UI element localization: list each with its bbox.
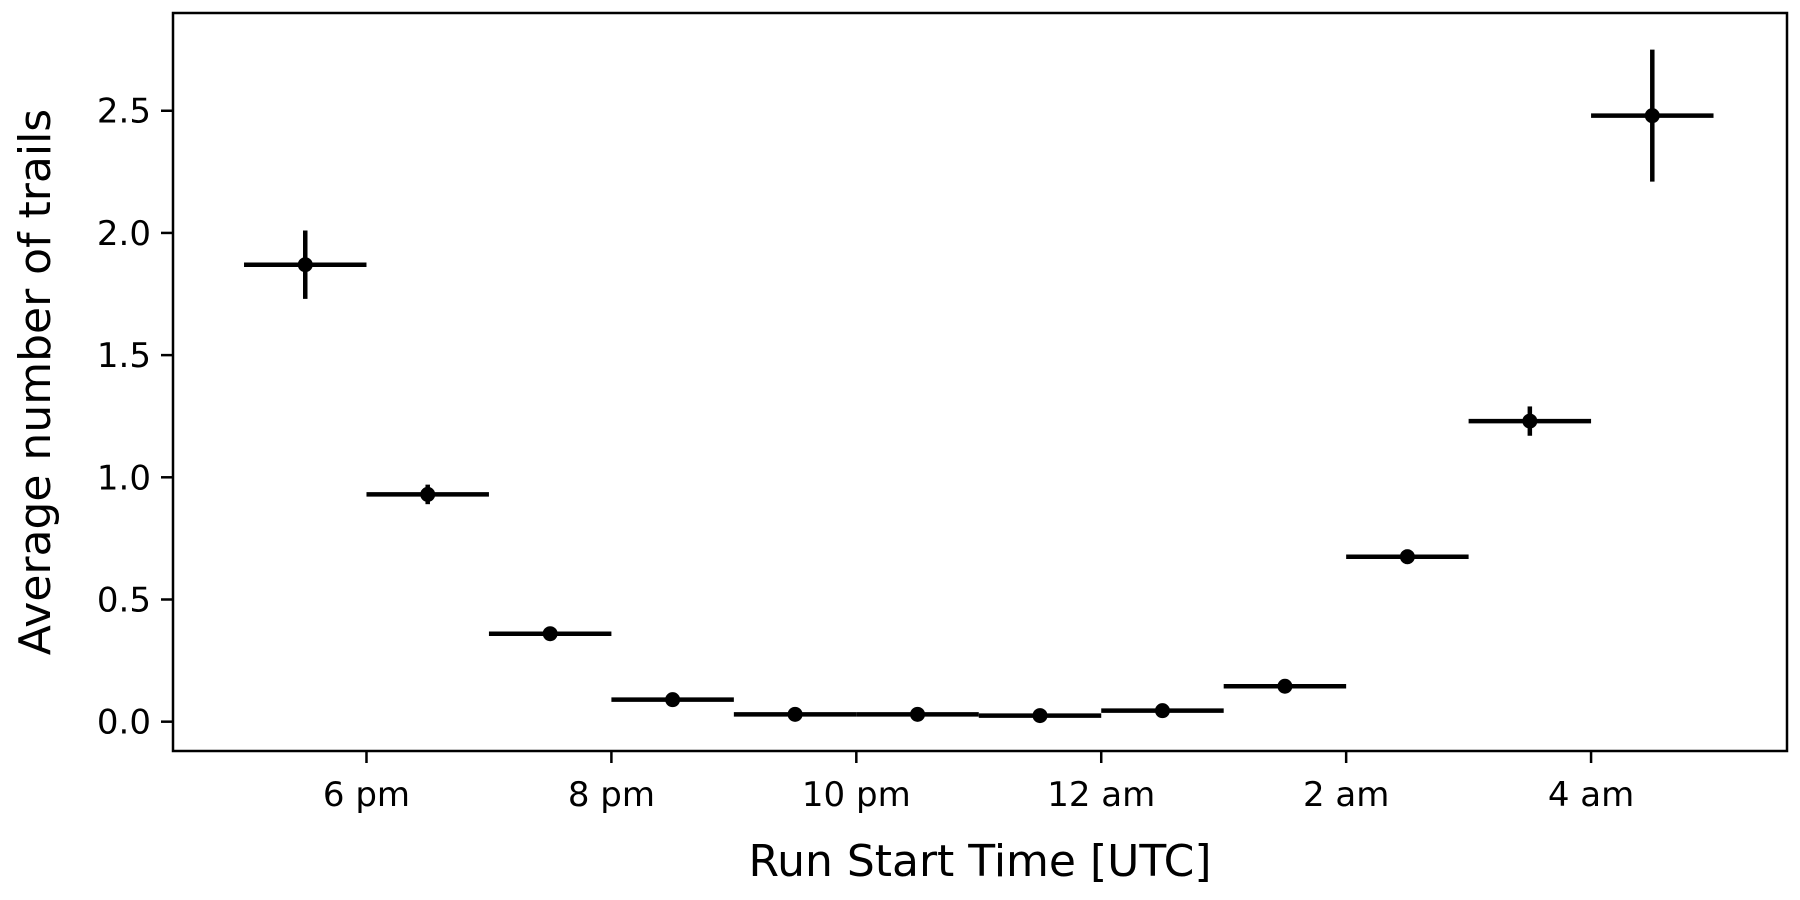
- y-axis-label: Average number of trails: [10, 109, 61, 655]
- data-marker: [787, 706, 803, 722]
- data-point: [1468, 406, 1592, 436]
- data-point: [1346, 549, 1469, 565]
- data-marker: [910, 706, 926, 722]
- x-axis-ticks: 6 pm 8 pm 10 pm 12 am 2 am 4 am: [323, 751, 1634, 815]
- data-marker: [297, 257, 313, 273]
- data-point: [244, 230, 367, 299]
- data-marker: [542, 626, 558, 642]
- x-axis-label: Run Start Time [UTC]: [748, 836, 1211, 887]
- data-point: [366, 484, 489, 505]
- data-marker: [1032, 708, 1048, 724]
- data-point: [1223, 678, 1347, 694]
- y-tick-label: 0.5: [97, 580, 151, 620]
- data-point: [1591, 49, 1714, 182]
- data-point: [611, 692, 734, 708]
- data-point: [1101, 703, 1224, 719]
- data-marker: [1522, 413, 1538, 429]
- y-tick-label: 1.5: [97, 336, 151, 376]
- data-point: [488, 626, 612, 642]
- data-point: [978, 708, 1102, 724]
- data-marker: [1644, 108, 1660, 124]
- data-marker: [420, 486, 436, 502]
- data-marker: [665, 692, 681, 708]
- data-point: [856, 706, 979, 722]
- data-marker: [1399, 549, 1415, 565]
- x-tick-label: 10 pm: [802, 775, 911, 815]
- x-tick-label: 2 am: [1303, 775, 1389, 815]
- data-point: [733, 706, 857, 722]
- data-marker: [1154, 703, 1170, 719]
- x-tick-label: 8 pm: [568, 775, 655, 815]
- y-tick-label: 2.5: [97, 92, 151, 132]
- data-points: [244, 49, 1714, 724]
- y-axis-ticks: 0.0 0.5 1.0 1.5 2.0 2.5: [97, 92, 173, 743]
- y-tick-label: 0.0: [97, 703, 151, 743]
- x-tick-label: 12 am: [1047, 775, 1155, 815]
- x-tick-label: 4 am: [1548, 775, 1634, 815]
- y-tick-label: 1.0: [97, 458, 151, 498]
- y-tick-label: 2.0: [97, 214, 151, 254]
- plot-frame: [171, 11, 1789, 753]
- data-marker: [1277, 678, 1293, 694]
- x-tick-label: 6 pm: [323, 775, 410, 815]
